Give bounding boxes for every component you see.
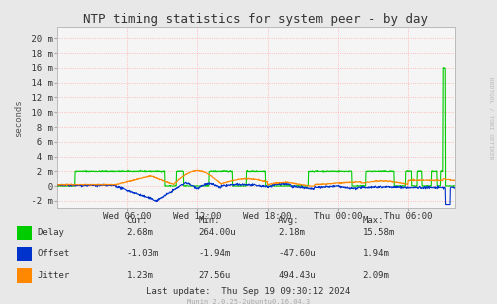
Title: NTP timing statistics for system peer - by day: NTP timing statistics for system peer - … — [83, 13, 428, 26]
Text: Offset: Offset — [37, 249, 70, 258]
Text: Max:: Max: — [363, 216, 384, 225]
Text: Last update:  Thu Sep 19 09:30:12 2024: Last update: Thu Sep 19 09:30:12 2024 — [147, 287, 350, 296]
Text: Munin 2.0.25-2ubuntu0.16.04.3: Munin 2.0.25-2ubuntu0.16.04.3 — [187, 299, 310, 304]
Text: -1.94m: -1.94m — [199, 249, 231, 258]
Text: Cur:: Cur: — [127, 216, 148, 225]
Text: 264.00u: 264.00u — [199, 228, 237, 237]
Text: 1.23m: 1.23m — [127, 271, 154, 280]
Text: RRDTOOL / TOBI OETIKER: RRDTOOL / TOBI OETIKER — [489, 77, 494, 159]
Text: 2.18m: 2.18m — [278, 228, 305, 237]
Text: 1.94m: 1.94m — [363, 249, 390, 258]
Text: Delay: Delay — [37, 228, 64, 237]
Text: 15.58m: 15.58m — [363, 228, 395, 237]
Text: Min:: Min: — [199, 216, 220, 225]
Text: 2.09m: 2.09m — [363, 271, 390, 280]
Text: -1.03m: -1.03m — [127, 249, 159, 258]
Text: Jitter: Jitter — [37, 271, 70, 280]
Text: 2.68m: 2.68m — [127, 228, 154, 237]
Text: 494.43u: 494.43u — [278, 271, 316, 280]
Text: 27.56u: 27.56u — [199, 271, 231, 280]
Text: -47.60u: -47.60u — [278, 249, 316, 258]
Text: Avg:: Avg: — [278, 216, 300, 225]
Y-axis label: seconds: seconds — [14, 99, 23, 136]
